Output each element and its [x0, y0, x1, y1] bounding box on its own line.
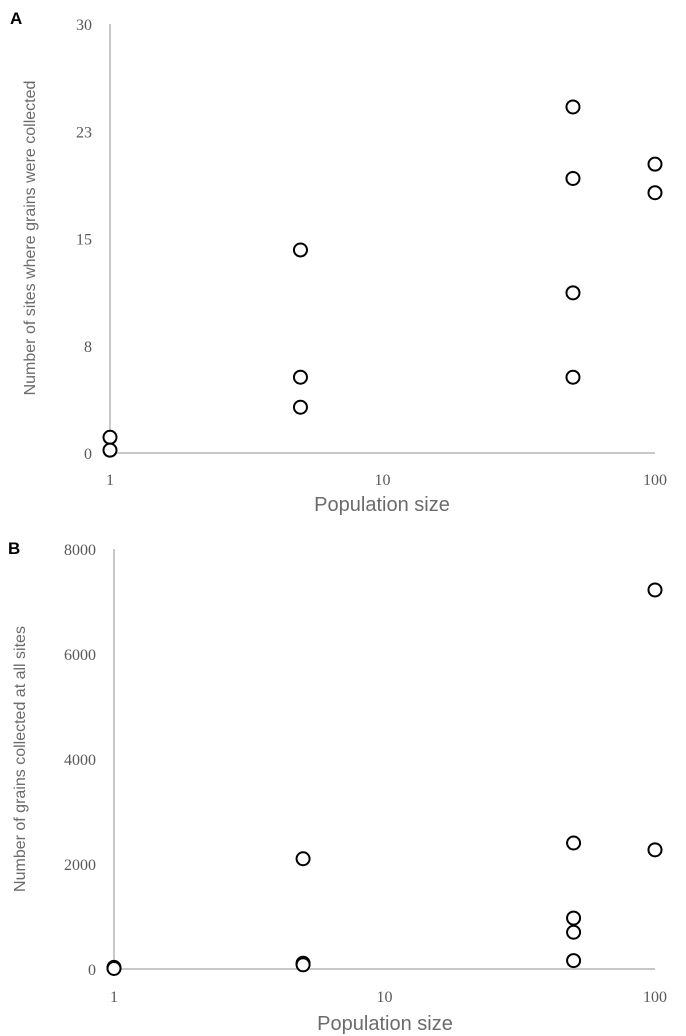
panel-b-x-title: Population size	[317, 1013, 453, 1035]
panel-a-data-point	[102, 442, 118, 458]
panel-a-data-point	[565, 99, 581, 115]
panel-a-data-point	[565, 285, 581, 301]
panel-a-y-tick-label: 30	[76, 17, 92, 34]
panel-a-y-title: Number of sites where grains were collec…	[22, 81, 39, 396]
panel-a-label: A	[10, 9, 22, 28]
panel-a-data-point	[102, 429, 118, 445]
panel-a-y-tick-label: 8	[84, 339, 92, 356]
panel-b-data-point	[566, 910, 582, 926]
panel-a-data-point	[647, 185, 663, 201]
panel-b-y-tick-label: 6000	[64, 647, 96, 664]
panel-b-label: B	[8, 539, 20, 558]
panel-b-y-tick-label: 2000	[64, 857, 96, 874]
panel-a-x-tick-label: 100	[643, 472, 667, 489]
panel-b-x-ticks: 1 10 100	[110, 989, 667, 1006]
panel-b-points	[106, 582, 663, 976]
panel-b: B 0 2000 4000 6000 8000 1 10 100 Population si…	[8, 539, 667, 1035]
panel-b-x-tick-label: 1	[110, 989, 118, 1006]
panel-b-data-point	[647, 582, 663, 598]
panel-a-y-tick-label: 15	[76, 232, 92, 249]
panel-b-data-point	[647, 842, 663, 858]
panel-a-y-ticks: 0 8 15 23 30	[76, 17, 92, 463]
panel-a-data-point	[647, 156, 663, 172]
panel-a-data-point	[565, 170, 581, 186]
panel-b-data-point	[566, 924, 582, 940]
panel-b-y-title: Number of grains collected at all sites	[12, 626, 29, 892]
panel-b-y-tick-label: 4000	[64, 752, 96, 769]
panel-b-x-tick-label: 10	[377, 989, 393, 1006]
panel-b-data-point	[295, 957, 311, 973]
panel-b-x-tick-label: 100	[643, 989, 667, 1006]
panel-a-x-tick-label: 1	[106, 472, 114, 489]
panel-b-data-point	[106, 960, 122, 976]
panel-b-y-ticks: 0 2000 4000 6000 8000	[64, 542, 96, 979]
panel-a-data-point	[292, 242, 308, 258]
panel-a-data-point	[292, 399, 308, 415]
panel-b-data-point	[566, 953, 582, 969]
panel-a-x-tick-label: 10	[375, 472, 391, 489]
panel-a: A 0 8 15 23 30 1 10 100 Population size Number…	[10, 9, 667, 516]
panel-a-y-tick-label: 23	[76, 124, 92, 141]
panel-b-data-point	[295, 851, 311, 867]
panel-a-data-point	[292, 369, 308, 385]
panel-b-y-tick-label: 0	[88, 962, 96, 979]
panel-a-data-point	[565, 369, 581, 385]
panel-a-x-title: Population size	[314, 494, 450, 516]
panel-a-y-tick-label: 0	[84, 446, 92, 463]
panel-a-x-ticks: 1 10 100	[106, 472, 667, 489]
panel-a-points	[102, 99, 663, 458]
panel-b-y-tick-label: 8000	[64, 542, 96, 559]
panel-b-data-point	[566, 835, 582, 851]
